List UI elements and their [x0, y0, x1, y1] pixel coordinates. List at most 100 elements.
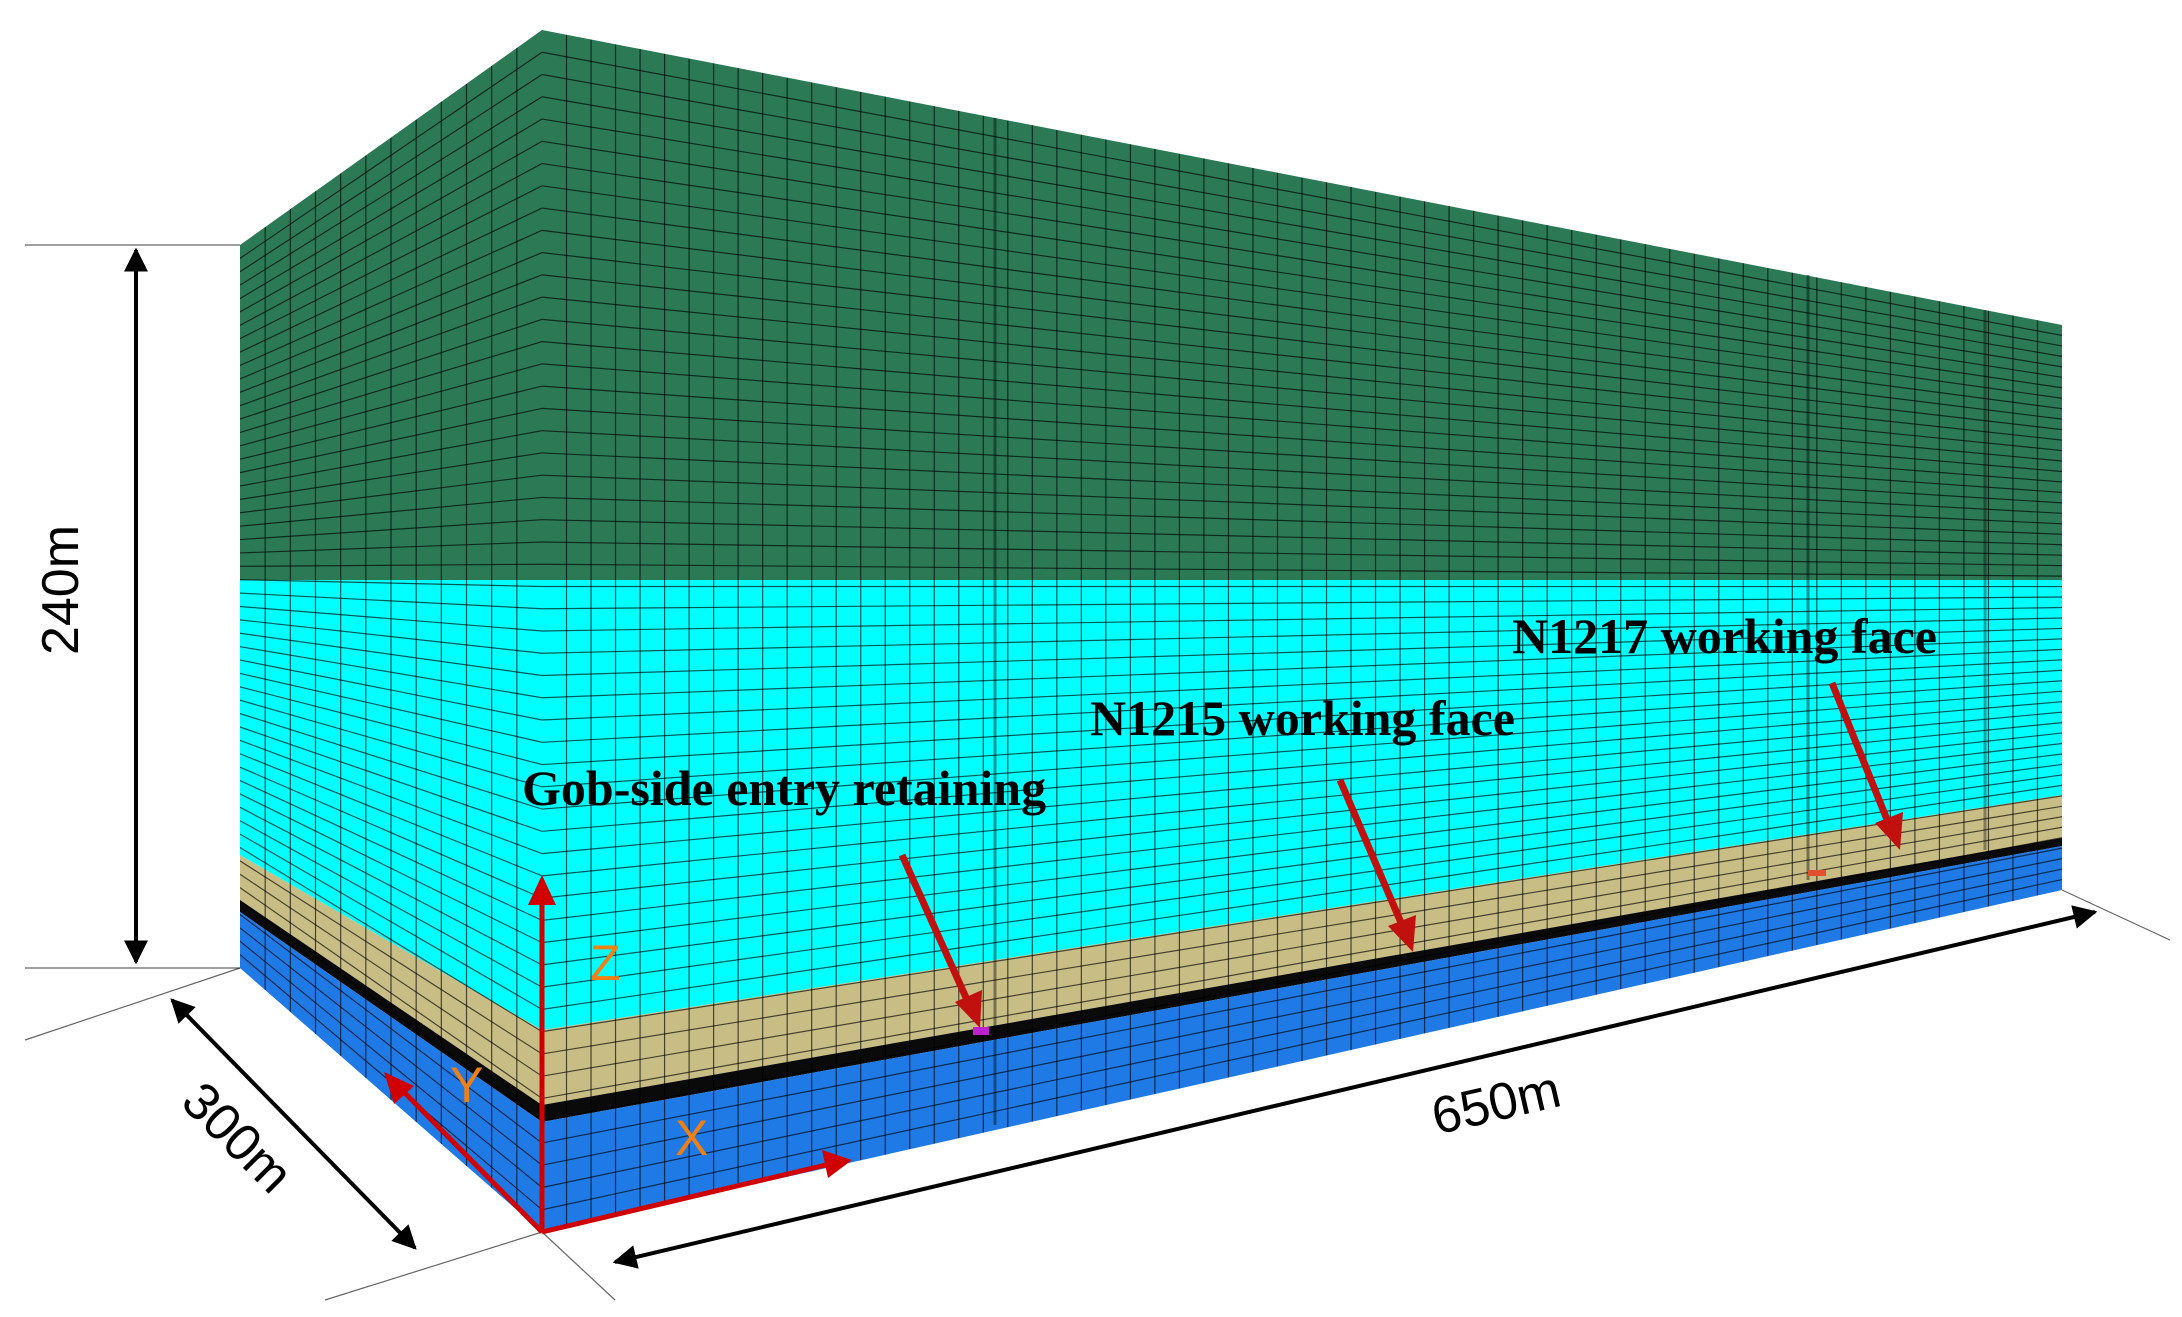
mesh-line-horizontal — [542, 617, 2062, 654]
gob-entry-marker — [973, 1027, 989, 1035]
mesh-line-horizontal — [240, 74, 542, 273]
y-axis — [398, 1086, 544, 1234]
mesh-line-horizontal — [542, 701, 2062, 832]
mesh-line-horizontal — [240, 519, 542, 541]
x-axis-head — [822, 1150, 852, 1178]
mesh-line-horizontal — [240, 430, 542, 487]
mesh-line-horizontal — [240, 632, 542, 677]
n1215-arrow — [1336, 778, 1406, 927]
mesh-line-horizontal — [542, 296, 2062, 452]
mesh-line-horizontal — [240, 579, 542, 588]
mesh-line-horizontal — [240, 873, 542, 1077]
gob-side-arrow — [898, 853, 972, 1004]
mesh-line-horizontal — [240, 780, 542, 921]
mesh-line-horizontal — [240, 252, 542, 380]
mesh-line-horizontal — [240, 407, 542, 474]
x-axis-label: X — [675, 1110, 708, 1166]
mesh-line-horizontal — [240, 474, 542, 514]
side-mesh — [240, 47, 542, 1211]
mesh-line-horizontal — [240, 229, 542, 367]
annotation-arrows — [898, 681, 1903, 1028]
mesh-line-horizontal — [240, 619, 542, 654]
mesh-line-horizontal — [542, 363, 2062, 483]
coordinate-axes — [384, 875, 852, 1235]
mesh-line-horizontal — [542, 627, 2062, 677]
dimension-lines — [24, 244, 2171, 1301]
length-label: 650m — [1426, 1061, 1566, 1147]
mesh-line-horizontal — [240, 563, 542, 567]
mesh-line-horizontal — [240, 860, 542, 1055]
mesh-line-horizontal — [240, 820, 542, 988]
mesh-line-horizontal — [240, 296, 542, 407]
mesh-line-horizontal — [542, 711, 2062, 855]
mesh-line-horizontal — [542, 73, 2062, 347]
height-label: 240m — [32, 525, 90, 655]
z-axis-head — [528, 875, 556, 905]
z-axis-label: Z — [590, 935, 621, 991]
mesh-line-horizontal — [542, 519, 2062, 556]
mesh-line-horizontal — [542, 452, 2062, 525]
mesh-line-horizontal — [542, 51, 2062, 337]
mesh-line-horizontal — [240, 713, 542, 810]
length-ext-left — [541, 1231, 616, 1301]
width-arrow — [170, 998, 417, 1250]
mesh-line-horizontal — [240, 699, 542, 788]
mesh-line-horizontal — [542, 690, 2062, 810]
side-face — [240, 30, 542, 1232]
mesh-line-horizontal — [240, 452, 542, 500]
mesh-line-horizontal — [542, 385, 2062, 494]
n1217-arrow — [1828, 681, 1892, 824]
mesh-line-horizontal — [240, 118, 542, 300]
mesh-line-horizontal — [542, 721, 2062, 877]
mesh-line-horizontal — [542, 648, 2062, 721]
n1215-label: N1215 working face — [1090, 690, 1515, 746]
mesh-line-horizontal — [542, 496, 2062, 546]
mesh-line-horizontal — [542, 638, 2062, 699]
gob-side-arrow-head — [955, 990, 982, 1028]
mesh-line-horizontal — [542, 732, 2062, 899]
mesh-line-horizontal — [240, 739, 542, 855]
width-ext-left — [24, 967, 241, 1041]
length-ext-right — [2061, 889, 2171, 941]
mesh-line-horizontal — [542, 118, 2062, 368]
mesh-line-horizontal — [240, 96, 542, 286]
n1217-label: N1217 working face — [1512, 608, 1937, 664]
mesh-line-horizontal — [542, 229, 2062, 420]
mesh-line-horizontal — [240, 51, 542, 259]
mesh-line-horizontal — [240, 318, 542, 420]
mesh-line-horizontal — [240, 672, 542, 743]
mesh-line-horizontal — [240, 592, 542, 610]
mesh-line-horizontal — [542, 318, 2062, 462]
mesh-line-horizontal — [542, 140, 2062, 378]
mesh-line-horizontal — [542, 430, 2062, 514]
mesh-line-horizontal — [240, 646, 542, 699]
mesh-line-horizontal — [240, 207, 542, 353]
mesh-line-horizontal — [240, 496, 542, 527]
mesh-line-horizontal — [240, 726, 542, 832]
mesh-line-horizontal — [240, 385, 542, 460]
mesh-line-horizontal — [542, 207, 2062, 410]
mesh-line-horizontal — [542, 541, 2062, 567]
mesh-line-horizontal — [240, 341, 542, 434]
n1217-marker — [1808, 870, 1826, 876]
mesh-line-horizontal — [240, 185, 542, 340]
mesh-line-horizontal — [542, 659, 2062, 743]
mesh-line-horizontal — [542, 274, 2062, 441]
mesh-line-horizontal — [240, 887, 542, 1099]
mesh-line-horizontal — [542, 596, 2062, 610]
width-ext-right — [324, 1231, 543, 1301]
mesh-line-horizontal — [240, 686, 542, 766]
mesh-line-horizontal — [542, 680, 2062, 788]
mesh-line-horizontal — [542, 96, 2062, 357]
mesh-line-horizontal — [240, 163, 542, 326]
width-label: 300m — [171, 1071, 304, 1204]
mesh-line-horizontal — [542, 341, 2062, 473]
mesh-line-horizontal — [542, 185, 2062, 399]
gob-side-label: Gob-side entry retaining — [522, 760, 1046, 816]
mesh-line-horizontal — [240, 753, 542, 877]
length-arrow — [612, 905, 2098, 1269]
n1215-arrow-head — [1388, 915, 1416, 952]
mesh-line-horizontal — [542, 669, 2062, 766]
mesh-line-horizontal — [240, 766, 542, 899]
